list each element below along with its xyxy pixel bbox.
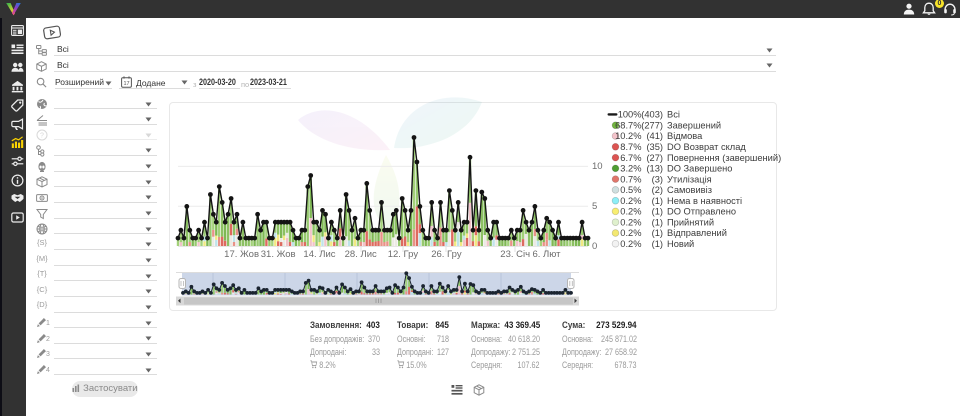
svg-text:17. Жов: 17. Жов [224, 249, 259, 260]
svg-text:Повернення (завершений): Повернення (завершений) [667, 153, 781, 163]
svg-text:DO Завершено: DO Завершено [667, 164, 732, 174]
svg-text:14. Лис: 14. Лис [303, 249, 335, 260]
svg-text:Новий: Новий [667, 239, 694, 249]
svg-text:(13): (13) [646, 164, 663, 174]
svg-text:?: ? [40, 133, 44, 140]
svg-text:Самовивіз: Самовивіз [667, 185, 712, 195]
svg-text:68.7%: 68.7% [615, 121, 641, 131]
svg-text:(1): (1) [652, 196, 663, 206]
svg-text:Утилізація: Утилізація [667, 174, 712, 184]
svg-text:6. Лют: 6. Лют [532, 249, 561, 260]
svg-text:DO Возврат склад: DO Возврат склад [667, 142, 746, 152]
svg-text:0.7%: 0.7% [620, 174, 641, 184]
svg-text:0.2%: 0.2% [620, 207, 641, 217]
svg-text:(2): (2) [652, 185, 663, 195]
svg-text:Завершений: Завершений [667, 121, 721, 131]
svg-text:(403): (403) [641, 110, 663, 120]
svg-text:(1): (1) [652, 207, 663, 217]
svg-text:17: 17 [123, 81, 129, 87]
svg-text:(35): (35) [646, 142, 663, 152]
svg-text:0.2%: 0.2% [620, 217, 641, 227]
svg-text:Прийнятий: Прийнятий [667, 217, 714, 227]
svg-text:28. Лис: 28. Лис [345, 249, 377, 260]
svg-text:10: 10 [592, 161, 603, 172]
svg-text:8.7%: 8.7% [620, 142, 641, 152]
svg-text:(1): (1) [652, 239, 663, 249]
svg-text:0.2%: 0.2% [620, 196, 641, 206]
svg-text:(1): (1) [652, 228, 663, 238]
svg-text:(41): (41) [646, 131, 663, 141]
svg-text:Відмова: Відмова [667, 131, 703, 141]
svg-text:(277): (277) [641, 121, 663, 131]
svg-text:0.5%: 0.5% [620, 185, 641, 195]
svg-text:0.2%: 0.2% [620, 239, 641, 249]
svg-text:31. Жов: 31. Жов [261, 249, 296, 260]
svg-text:0: 0 [592, 241, 597, 252]
svg-text:26. Гру: 26. Гру [431, 249, 462, 260]
svg-text:(1): (1) [652, 217, 663, 227]
svg-text:6.7%: 6.7% [620, 153, 641, 163]
svg-text:Всі: Всі [667, 110, 680, 120]
svg-text:Відправлений: Відправлений [667, 228, 727, 238]
svg-text:12. Гру: 12. Гру [388, 249, 419, 260]
svg-text:10.2%: 10.2% [615, 131, 641, 141]
svg-text:0.2%: 0.2% [620, 228, 641, 238]
svg-text:3.2%: 3.2% [620, 164, 641, 174]
svg-text:(27): (27) [646, 153, 663, 163]
svg-text:(3): (3) [652, 174, 663, 184]
svg-text:100%: 100% [618, 110, 642, 120]
svg-text:Нема в наявності: Нема в наявності [667, 196, 742, 206]
svg-text:23. Січ: 23. Січ [500, 249, 530, 260]
svg-text:5: 5 [592, 201, 597, 212]
svg-text:DO Отправлено: DO Отправлено [667, 207, 736, 217]
